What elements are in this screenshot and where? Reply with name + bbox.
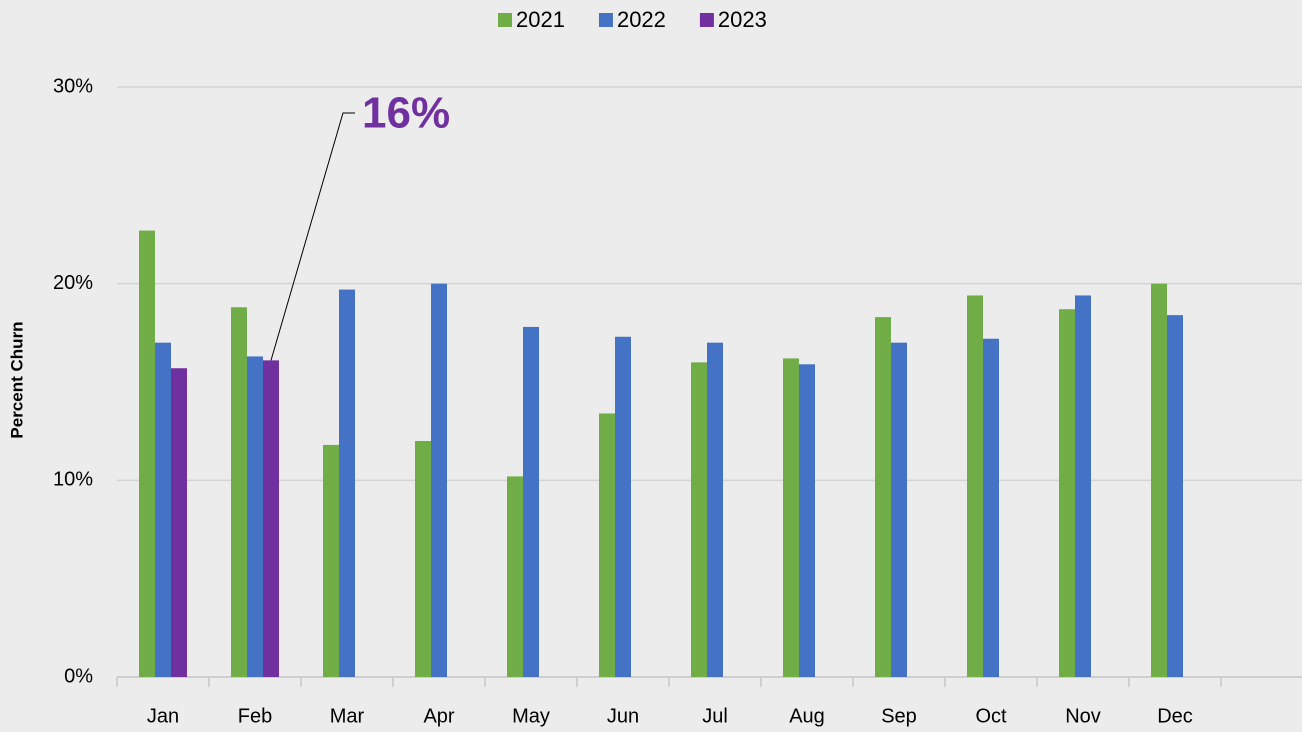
y-axis-title: Percent Churn xyxy=(7,321,26,438)
legend-text: 2023 xyxy=(718,7,767,32)
bar xyxy=(171,368,187,677)
bar xyxy=(799,364,815,677)
bar xyxy=(891,342,907,677)
bar xyxy=(247,356,263,677)
x-tick-label: Aug xyxy=(789,705,825,727)
bar xyxy=(1151,283,1167,677)
x-tick-label: Apr xyxy=(423,705,454,727)
y-tick-label: 10% xyxy=(53,469,93,491)
legend-swatch xyxy=(699,13,714,27)
x-tick-label: Mar xyxy=(330,705,365,727)
bar xyxy=(523,326,539,677)
bar xyxy=(1059,309,1075,677)
bar xyxy=(339,289,355,677)
bar xyxy=(139,230,155,678)
annotation-leader xyxy=(270,112,355,361)
bar xyxy=(415,441,431,677)
bar xyxy=(707,342,723,677)
x-tick-label: Jan xyxy=(147,705,179,727)
y-tick-label: 20% xyxy=(53,272,93,294)
bar xyxy=(507,476,523,677)
y-tick-label: 30% xyxy=(53,75,93,97)
bar xyxy=(155,342,171,677)
bar xyxy=(431,283,447,677)
bar xyxy=(615,336,631,677)
bar xyxy=(875,317,891,677)
bar xyxy=(967,295,983,677)
bar xyxy=(1075,295,1091,677)
bar xyxy=(323,444,339,677)
x-tick-label: May xyxy=(512,705,550,727)
x-tick-label: Nov xyxy=(1065,705,1101,727)
bar xyxy=(231,307,247,677)
x-tick-label: Feb xyxy=(238,705,272,727)
bar xyxy=(691,362,707,677)
legend-text: 2021 xyxy=(516,7,565,32)
legend-text: 2022 xyxy=(617,7,666,32)
x-tick-label: Oct xyxy=(975,705,1007,727)
legend-swatch xyxy=(498,13,512,27)
x-tick-label: Dec xyxy=(1157,705,1193,727)
legend-swatch xyxy=(598,13,613,27)
bar xyxy=(983,338,999,677)
bar xyxy=(1167,315,1183,677)
bar xyxy=(599,413,615,677)
x-tick-label: Jun xyxy=(607,705,639,727)
annotation: 16% xyxy=(362,89,450,138)
y-tick-label: 0% xyxy=(64,665,93,687)
bar xyxy=(263,360,279,677)
bar xyxy=(783,358,799,677)
x-tick-label: Sep xyxy=(881,705,917,727)
x-tick-label: Jul xyxy=(702,705,728,727)
